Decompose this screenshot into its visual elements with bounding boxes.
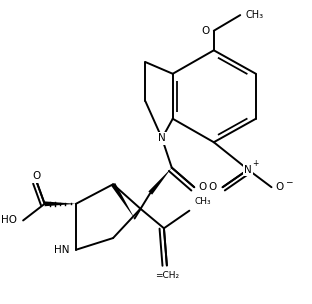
Text: HN: HN [55,245,70,255]
Text: O: O [33,171,41,181]
Text: +: + [253,159,259,168]
Text: O: O [202,26,210,36]
Text: O: O [198,182,206,192]
Text: N: N [158,133,166,143]
Text: N: N [244,164,252,174]
Polygon shape [149,168,172,195]
Text: −: − [285,177,293,186]
Text: O: O [275,182,283,192]
Text: CH₃: CH₃ [194,197,211,206]
Text: CH₃: CH₃ [245,10,263,20]
Polygon shape [111,183,134,219]
Polygon shape [45,201,76,206]
Text: HO: HO [2,216,17,226]
Text: O: O [209,182,217,192]
Text: =CH₂: =CH₂ [155,271,179,280]
